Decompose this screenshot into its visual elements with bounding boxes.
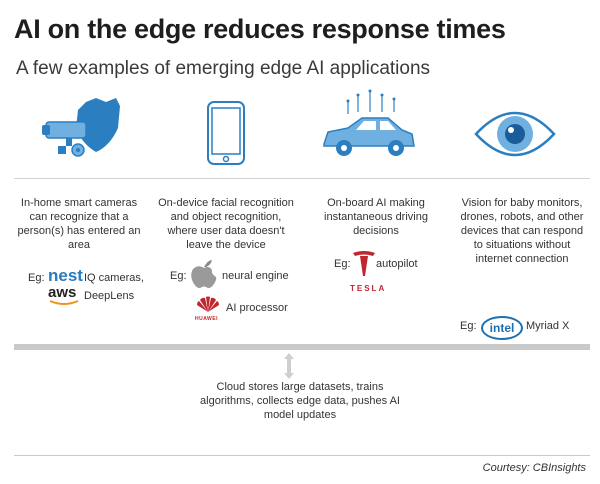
eg-label: Eg: <box>460 320 477 332</box>
page-title: AI on the edge reduces response times <box>14 14 506 44</box>
double-arrow-icon <box>282 352 296 385</box>
smartphone-icon <box>196 88 256 178</box>
section-divider <box>14 178 590 179</box>
cloud-description: Cloud stores large datasets, trains algo… <box>200 381 400 421</box>
page-subtitle: A few examples of emerging edge AI appli… <box>16 58 431 79</box>
tesla-icon <box>352 250 376 283</box>
aws-logo-icon: aws <box>48 284 77 301</box>
security-camera-badge-icon <box>38 88 128 178</box>
column-2-text: On-device facial recognition and object … <box>158 197 294 251</box>
connected-car-icon <box>318 88 418 178</box>
cloud-band <box>14 344 590 350</box>
column-4-text: Vision for baby monitors, drones, robots… <box>460 197 584 265</box>
brand-label: neural engine <box>222 270 289 282</box>
intel-logo-icon: intel <box>481 316 523 340</box>
brand-label: IQ cameras, <box>84 272 144 284</box>
eg-label: Eg: <box>28 272 45 284</box>
apple-icon <box>190 258 218 295</box>
column-3-text: On-board AI making instantaneous driving… <box>324 197 428 237</box>
brand-label: autopilot <box>376 258 418 270</box>
huawei-wordmark: HUAWEI <box>195 316 218 322</box>
eg-label: Eg: <box>334 258 351 270</box>
brand-label: AI processor <box>226 302 288 314</box>
eye-icon <box>470 88 560 178</box>
column-1-text: In-home smart cameras can recognize that… <box>17 197 141 251</box>
nest-logo-icon: nest <box>48 266 83 285</box>
huawei-icon <box>196 296 220 319</box>
bottom-rule <box>14 455 590 456</box>
brand-label: DeepLens <box>84 290 135 302</box>
tesla-wordmark: TESLA <box>350 284 387 293</box>
courtesy-credit: Courtesy: CBInsights <box>482 462 586 474</box>
eg-label: Eg: <box>170 270 187 282</box>
brand-label: Myriad X <box>526 320 570 332</box>
aws-smile-icon <box>49 300 79 305</box>
